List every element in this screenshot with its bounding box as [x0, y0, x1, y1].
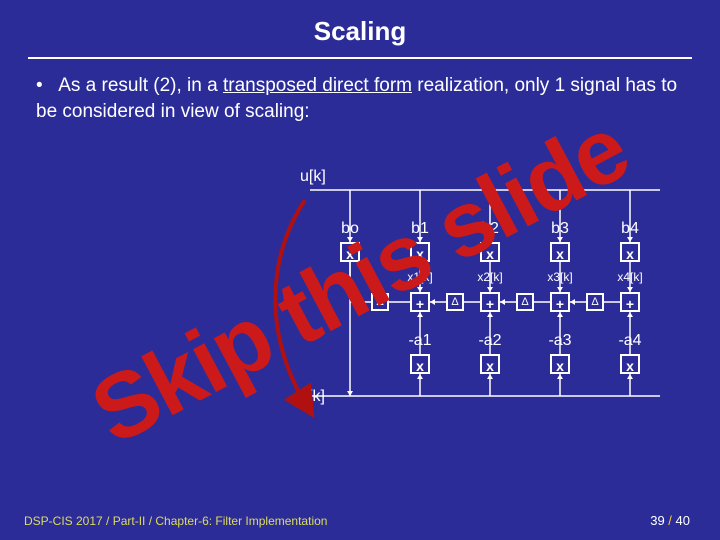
delay-2: Δ	[446, 293, 464, 311]
page-number: 39 / 40	[650, 513, 690, 528]
coef-bot-1: -a1	[395, 332, 445, 350]
diagram-wires	[300, 170, 700, 430]
state-3: x3[k]	[535, 270, 585, 284]
state-2: x2[k]	[465, 270, 515, 284]
mult-bot-2: x	[480, 354, 500, 374]
coef-top-3: b3	[535, 220, 585, 238]
delay-4: Δ	[586, 293, 604, 311]
footer-text: DSP-CIS 2017 / Part-II / Chapter-6: Filt…	[24, 514, 327, 528]
coef-top-4: b4	[605, 220, 655, 238]
mult-top-2: x	[480, 242, 500, 262]
page-current: 39	[650, 513, 664, 528]
slide-root: Scaling • As a result (2), in a transpos…	[0, 0, 720, 540]
filter-diagram: u[k] bo x b1 x b2 x b3 x b4 x y[k] -a1 x -a2 x -a3 x -a4 x +…	[300, 170, 700, 430]
mult-top-3: x	[550, 242, 570, 262]
mult-bot-3: x	[550, 354, 570, 374]
title-rule	[28, 57, 692, 59]
bullet-prefix: As a result (2), in a	[58, 75, 223, 96]
bullet-dot: •	[36, 73, 54, 99]
output-label: y[k]	[300, 388, 325, 406]
adder-3: +	[550, 292, 570, 312]
coef-bot-4: -a4	[605, 332, 655, 350]
bullet-underlined: transposed direct form	[223, 75, 412, 96]
mult-top-0: x	[340, 242, 360, 262]
mult-bot-1: x	[410, 354, 430, 374]
slide-title: Scaling	[0, 0, 720, 57]
mult-top-1: x	[410, 242, 430, 262]
bullet-text: • As a result (2), in a transposed direc…	[36, 73, 684, 124]
state-4: x4[k]	[605, 270, 655, 284]
delay-1: Δ	[371, 293, 389, 311]
page-sep: /	[665, 513, 676, 528]
coef-top-0: bo	[325, 220, 375, 238]
state-1: x1[k]	[395, 270, 445, 284]
delay-3: Δ	[516, 293, 534, 311]
coef-bot-3: -a3	[535, 332, 585, 350]
input-label: u[k]	[300, 168, 326, 186]
coef-bot-2: -a2	[465, 332, 515, 350]
mult-top-4: x	[620, 242, 640, 262]
adder-2: +	[480, 292, 500, 312]
mult-bot-4: x	[620, 354, 640, 374]
coef-top-2: b2	[465, 220, 515, 238]
coef-top-1: b1	[395, 220, 445, 238]
adder-4: +	[620, 292, 640, 312]
adder-1: +	[410, 292, 430, 312]
page-total: 40	[676, 513, 690, 528]
